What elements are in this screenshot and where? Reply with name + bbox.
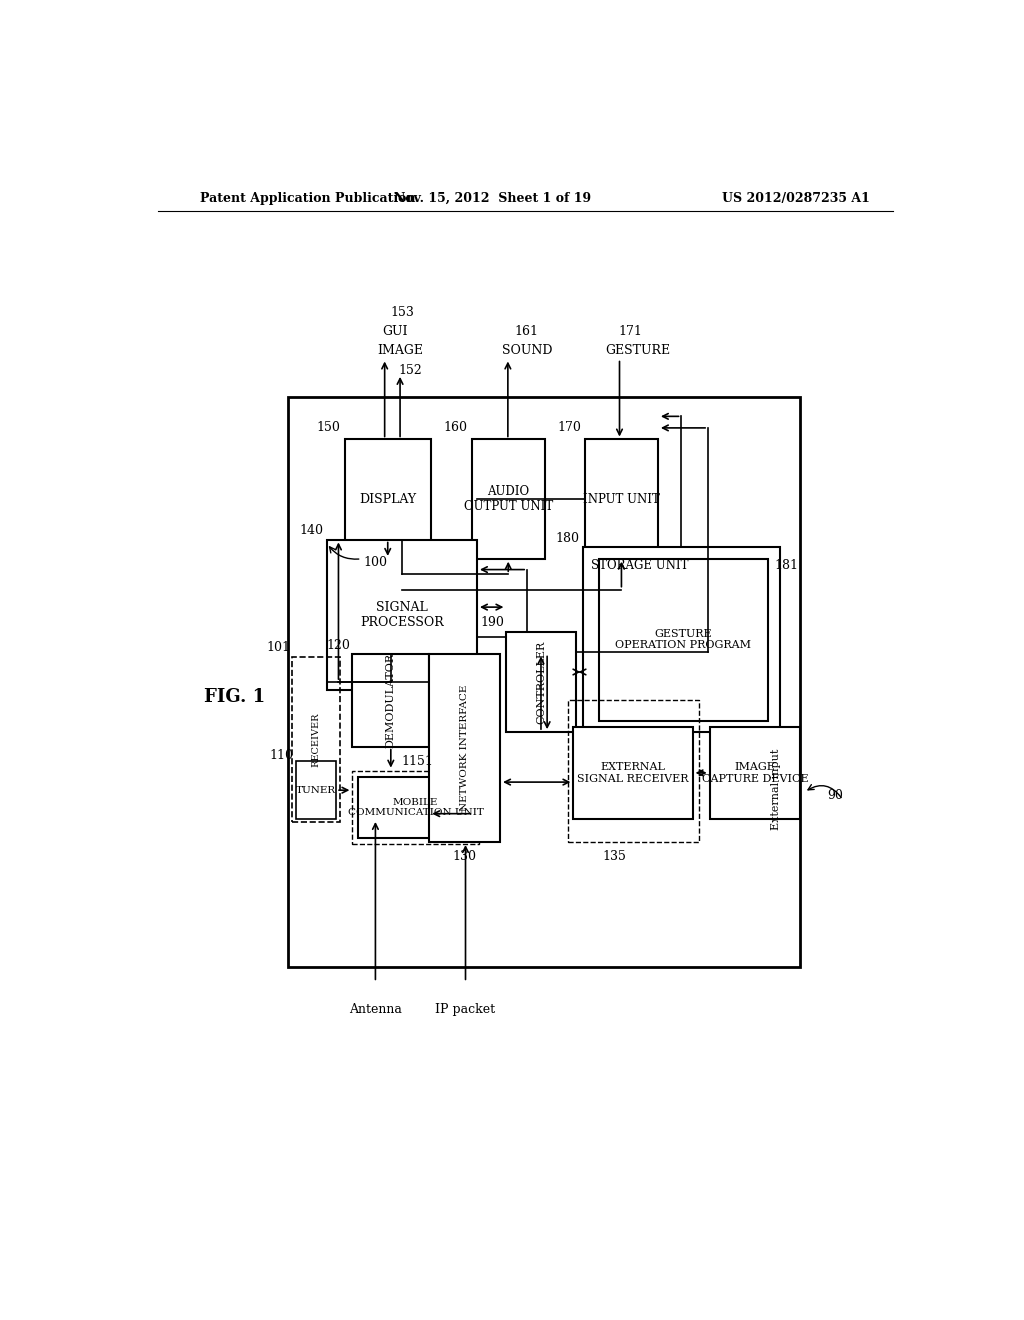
Text: 1151: 1151 (401, 755, 434, 768)
Text: IP packet: IP packet (435, 1003, 496, 1016)
Text: 101: 101 (266, 640, 290, 653)
Text: 190: 190 (480, 616, 504, 630)
Text: 135: 135 (602, 850, 626, 862)
Bar (327, 540, 477, 689)
Text: DISPLAY: DISPLAY (359, 492, 417, 506)
Bar (289, 397, 801, 966)
Bar (573, 726, 692, 818)
Text: Nov. 15, 2012  Sheet 1 of 19: Nov. 15, 2012 Sheet 1 of 19 (394, 191, 591, 205)
Text: SIGNAL
PROCESSOR: SIGNAL PROCESSOR (360, 601, 443, 628)
Text: IMAGE
CAPTURE DEVICE: IMAGE CAPTURE DEVICE (701, 762, 808, 784)
Bar (472, 440, 545, 558)
Text: Patent Application Publication: Patent Application Publication (200, 191, 416, 205)
Text: DEMODULATOR: DEMODULATOR (386, 653, 396, 748)
Text: 170: 170 (557, 421, 581, 434)
Text: STORAGE UNIT: STORAGE UNIT (591, 558, 688, 572)
Text: GESTURE: GESTURE (605, 345, 670, 358)
Text: 140: 140 (299, 524, 323, 537)
Bar (585, 440, 658, 558)
Text: MOBILE
COMMUNICATION UNIT: MOBILE COMMUNICATION UNIT (347, 797, 483, 817)
Text: 181: 181 (774, 558, 799, 572)
Text: NETWORK INTERFACE: NETWORK INTERFACE (460, 685, 469, 810)
Text: FIG. 1: FIG. 1 (204, 689, 265, 706)
Bar (584, 548, 779, 733)
Text: 120: 120 (326, 639, 350, 652)
Text: 171: 171 (617, 325, 642, 338)
Text: 90: 90 (827, 789, 843, 803)
Text: INPUT UNIT: INPUT UNIT (583, 492, 659, 506)
Text: US 2012/0287235 A1: US 2012/0287235 A1 (722, 191, 869, 205)
Text: GESTURE
OPERATION PROGRAM: GESTURE OPERATION PROGRAM (615, 628, 752, 651)
Bar (345, 440, 431, 558)
Text: IMAGE: IMAGE (378, 345, 424, 358)
Text: 160: 160 (443, 421, 468, 434)
Text: AUDIO
OUTPUT UNIT: AUDIO OUTPUT UNIT (464, 486, 553, 513)
Text: 180: 180 (555, 532, 580, 545)
Text: GUI: GUI (382, 325, 408, 338)
Bar (599, 558, 768, 721)
Text: 152: 152 (398, 363, 422, 376)
Text: TUNER: TUNER (296, 785, 336, 795)
Bar (429, 653, 500, 842)
Text: 150: 150 (316, 421, 341, 434)
Text: 100: 100 (364, 556, 387, 569)
Bar (506, 632, 575, 733)
Text: External input: External input (771, 750, 781, 830)
Bar (296, 762, 336, 818)
Bar (357, 776, 473, 838)
Bar (568, 700, 698, 842)
Bar (352, 655, 429, 747)
Bar (352, 771, 479, 843)
Text: RECEIVER: RECEIVER (311, 711, 321, 767)
Text: CONTROLLER: CONTROLLER (536, 640, 546, 723)
Text: 161: 161 (514, 325, 538, 338)
Text: SOUND: SOUND (503, 345, 553, 358)
Bar (710, 726, 801, 818)
Text: 153: 153 (390, 306, 414, 319)
Bar (292, 656, 340, 822)
Text: 130: 130 (453, 850, 477, 862)
Text: EXTERNAL
SIGNAL RECEIVER: EXTERNAL SIGNAL RECEIVER (578, 762, 689, 784)
Text: Antenna: Antenna (349, 1003, 401, 1016)
Text: 110: 110 (269, 748, 294, 762)
